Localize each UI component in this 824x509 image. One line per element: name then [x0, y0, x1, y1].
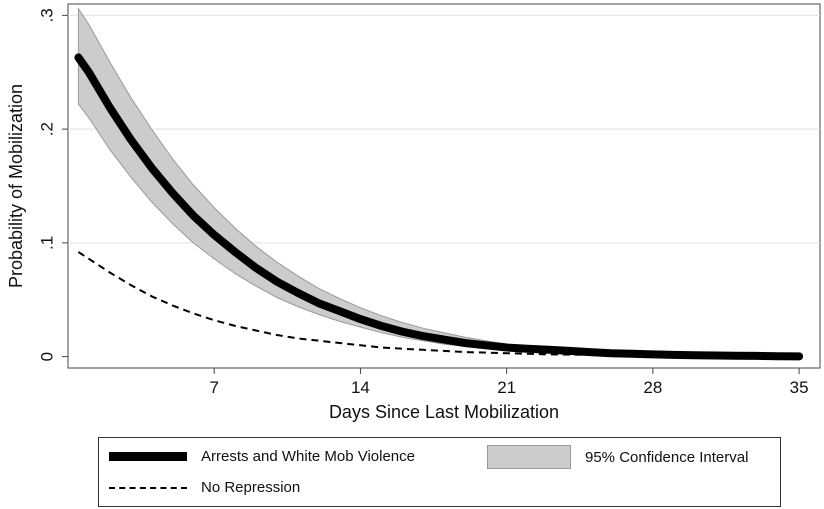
y-tick-label: .1 [37, 236, 56, 250]
legend-item-confidence-interval: 95% Confidence Interval [487, 445, 748, 469]
chart: 0 .1 .2 .3 7 14 21 28 35 Days Since Last Mobili… [6, 3, 821, 422]
y-tick-label: 0 [37, 352, 56, 361]
legend-item-arrests: Arrests and White Mob Violence [109, 448, 415, 465]
x-tick-label: 28 [643, 378, 662, 397]
legend-swatch-band [487, 445, 571, 469]
x-tick-label: 7 [209, 378, 218, 397]
legend-swatch-dashed-line [109, 486, 187, 489]
x-tick-label: 14 [351, 378, 370, 397]
y-tick-label: .3 [37, 8, 56, 22]
x-axis: 7 14 21 28 35 [209, 368, 809, 397]
x-tick-label: 35 [790, 378, 809, 397]
x-axis-title: Days Since Last Mobilization [329, 402, 559, 422]
y-axis-title: Probability of Mobilization [6, 84, 26, 288]
legend-label: Arrests and White Mob Violence [201, 448, 415, 465]
legend: Arrests and White Mob Violence 95% Confi… [98, 437, 781, 507]
legend-label: No Repression [201, 479, 301, 496]
y-axis: 0 .1 .2 .3 [37, 8, 68, 361]
y-tick-label: .2 [37, 122, 56, 136]
legend-label: 95% Confidence Interval [585, 448, 749, 466]
series-layer [74, 53, 804, 361]
legend-swatch-thick-line [109, 452, 187, 461]
series-line-arrests [74, 53, 804, 361]
x-tick-label: 21 [497, 378, 516, 397]
legend-item-no-repression: No Repression [109, 479, 300, 496]
